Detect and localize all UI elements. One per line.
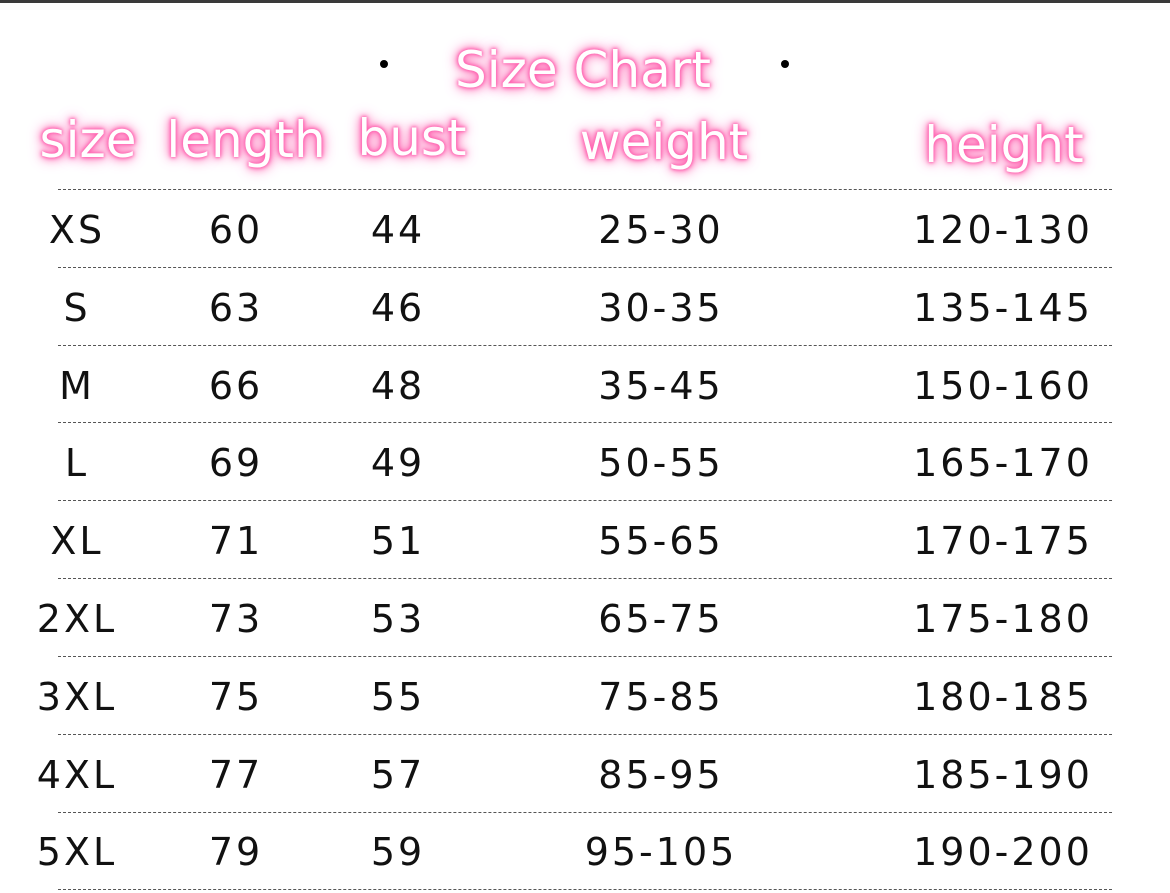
cell-length: 71 <box>208 519 264 564</box>
cell-size: 3XL <box>36 674 118 719</box>
row-divider <box>58 500 1112 501</box>
cell-weight: 35-45 <box>598 363 724 408</box>
cell-bust: 44 <box>370 208 426 252</box>
cell-size: 2XL <box>36 597 118 641</box>
header-bust: bust <box>357 109 467 167</box>
cell-weight: 50-55 <box>598 441 724 486</box>
cell-height: 150-160 <box>913 363 1093 408</box>
cell-bust: 53 <box>370 597 426 641</box>
cell-weight: 30-35 <box>598 285 724 330</box>
cell-length: 79 <box>208 830 264 875</box>
cell-size: XL <box>50 519 104 564</box>
row-divider <box>58 189 1112 190</box>
cell-length: 75 <box>208 674 264 719</box>
cell-weight: 85-95 <box>598 752 724 797</box>
header-length: length <box>166 111 326 169</box>
top-border <box>0 0 1170 3</box>
cell-height: 135-145 <box>913 285 1093 330</box>
cell-length: 63 <box>208 285 264 330</box>
cell-length: 77 <box>208 752 264 797</box>
row-divider <box>58 656 1112 657</box>
header-size: size <box>39 111 137 169</box>
cell-weight: 65-75 <box>598 597 724 641</box>
row-divider <box>58 578 1112 579</box>
cell-bust: 57 <box>370 752 426 797</box>
bullet-dot <box>380 60 388 68</box>
cell-bust: 46 <box>370 285 426 330</box>
cell-bust: 55 <box>370 674 426 719</box>
cell-weight: 55-65 <box>598 519 724 564</box>
cell-bust: 49 <box>370 441 426 486</box>
cell-height: 165-170 <box>913 441 1093 486</box>
row-divider <box>58 812 1112 813</box>
cell-weight: 75-85 <box>598 674 724 719</box>
row-divider <box>58 345 1112 346</box>
cell-height: 175-180 <box>913 597 1093 641</box>
cell-length: 66 <box>208 363 264 408</box>
cell-size: L <box>64 441 90 486</box>
bullet-dot <box>781 60 789 68</box>
cell-bust: 59 <box>370 830 426 875</box>
cell-size: 5XL <box>36 830 118 875</box>
cell-size: M <box>59 363 95 408</box>
header-height: height <box>924 116 1084 174</box>
cell-bust: 48 <box>370 363 426 408</box>
row-divider <box>58 422 1112 423</box>
cell-size: 4XL <box>36 752 118 797</box>
row-divider <box>58 734 1112 735</box>
cell-height: 180-185 <box>913 674 1093 719</box>
cell-length: 73 <box>208 597 264 641</box>
cell-height: 120-130 <box>913 208 1093 252</box>
cell-weight: 25-30 <box>598 208 724 252</box>
cell-size: S <box>63 285 91 330</box>
row-divider <box>58 267 1112 268</box>
row-divider <box>58 889 1112 890</box>
cell-size: XS <box>48 208 106 252</box>
cell-length: 60 <box>208 208 264 252</box>
cell-weight: 95-105 <box>584 830 738 875</box>
cell-bust: 51 <box>370 519 426 564</box>
chart-title: Size Chart <box>455 41 711 99</box>
cell-height: 170-175 <box>913 519 1093 564</box>
cell-height: 185-190 <box>913 752 1093 797</box>
cell-length: 69 <box>208 441 264 486</box>
cell-height: 190-200 <box>913 830 1093 875</box>
header-weight: weight <box>579 113 749 171</box>
